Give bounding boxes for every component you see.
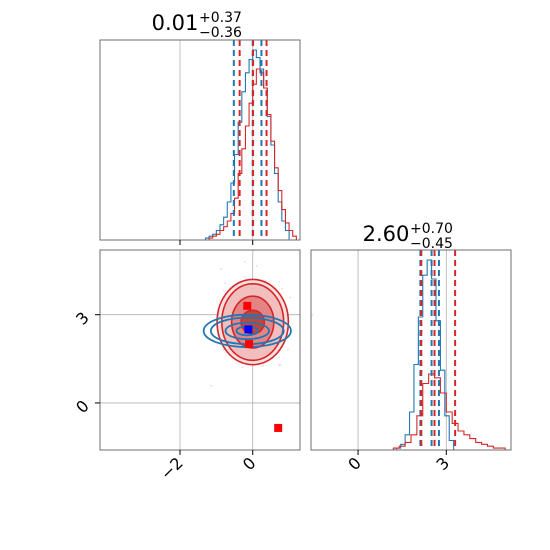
- histogram-series-1: [100, 68, 300, 241]
- tick-marks: [357, 450, 447, 455]
- axes-frame: [99, 39, 301, 241]
- x-tick-label-1: 3: [432, 453, 453, 474]
- axes-frame: [310, 249, 512, 451]
- red-marker-1: [245, 340, 254, 349]
- x-tick-label-0: −2: [157, 453, 187, 483]
- red-marker-0: [243, 301, 252, 310]
- grid: [357, 250, 447, 450]
- histogram-series-0: [311, 259, 511, 451]
- sample-dot: [278, 280, 281, 283]
- histogram-steps: [100, 49, 300, 241]
- tick-marks: [179, 240, 254, 245]
- blue-contour-1: [224, 321, 270, 341]
- sample-dot: [243, 276, 246, 279]
- y-tick-label-1: 3: [72, 308, 93, 329]
- panel-title: 0.01: [152, 11, 199, 35]
- marginal-panel-param-2: 0 3 2.60 +0.70 −0.45: [310, 221, 512, 474]
- sample-dot: [261, 364, 264, 367]
- blue-marker: [244, 325, 253, 334]
- sample-dot: [289, 296, 292, 299]
- tick-marks: [95, 314, 254, 455]
- histogram-steps: [311, 259, 511, 451]
- title-plus: +0.70: [410, 221, 453, 237]
- x-tick-label-0: 0: [344, 453, 365, 474]
- joint-panel: −2 0 0 3: [72, 249, 314, 484]
- title-plus: +0.37: [199, 10, 242, 26]
- histogram-series-0: [100, 49, 300, 241]
- title-minus: −0.45: [410, 236, 453, 252]
- sample-dot: [220, 268, 223, 270]
- sample-dot: [278, 364, 281, 367]
- sample-dot: [241, 366, 244, 368]
- y-tick-label-0: 0: [72, 396, 93, 417]
- sample-dot: [281, 287, 284, 290]
- x-tick-label-1: 0: [239, 453, 260, 474]
- sample-dot: [255, 265, 258, 267]
- red-marker-2: [274, 423, 283, 432]
- quantile-lines: [419, 250, 457, 450]
- marginal-panel-param-1: 0.01 +0.37 −0.36: [99, 10, 301, 245]
- sample-dot: [243, 260, 246, 263]
- sample-dot: [224, 282, 227, 285]
- sample-dot: [287, 348, 289, 351]
- sample-dot: [210, 384, 213, 387]
- title-minus: −0.36: [199, 25, 242, 41]
- title-median: 0.01: [152, 11, 199, 35]
- sample-dot: [223, 290, 225, 292]
- grid: [179, 40, 254, 240]
- sample-dot: [278, 356, 281, 359]
- title-median: 2.60: [363, 222, 410, 246]
- markers: [243, 301, 283, 432]
- quantile-lines: [232, 40, 268, 240]
- panel-title: 2.60: [363, 222, 410, 246]
- sample-dot: [279, 363, 282, 366]
- axes-frame: [99, 249, 301, 451]
- sample-dot: [311, 314, 314, 316]
- histogram-series-1: [311, 373, 511, 451]
